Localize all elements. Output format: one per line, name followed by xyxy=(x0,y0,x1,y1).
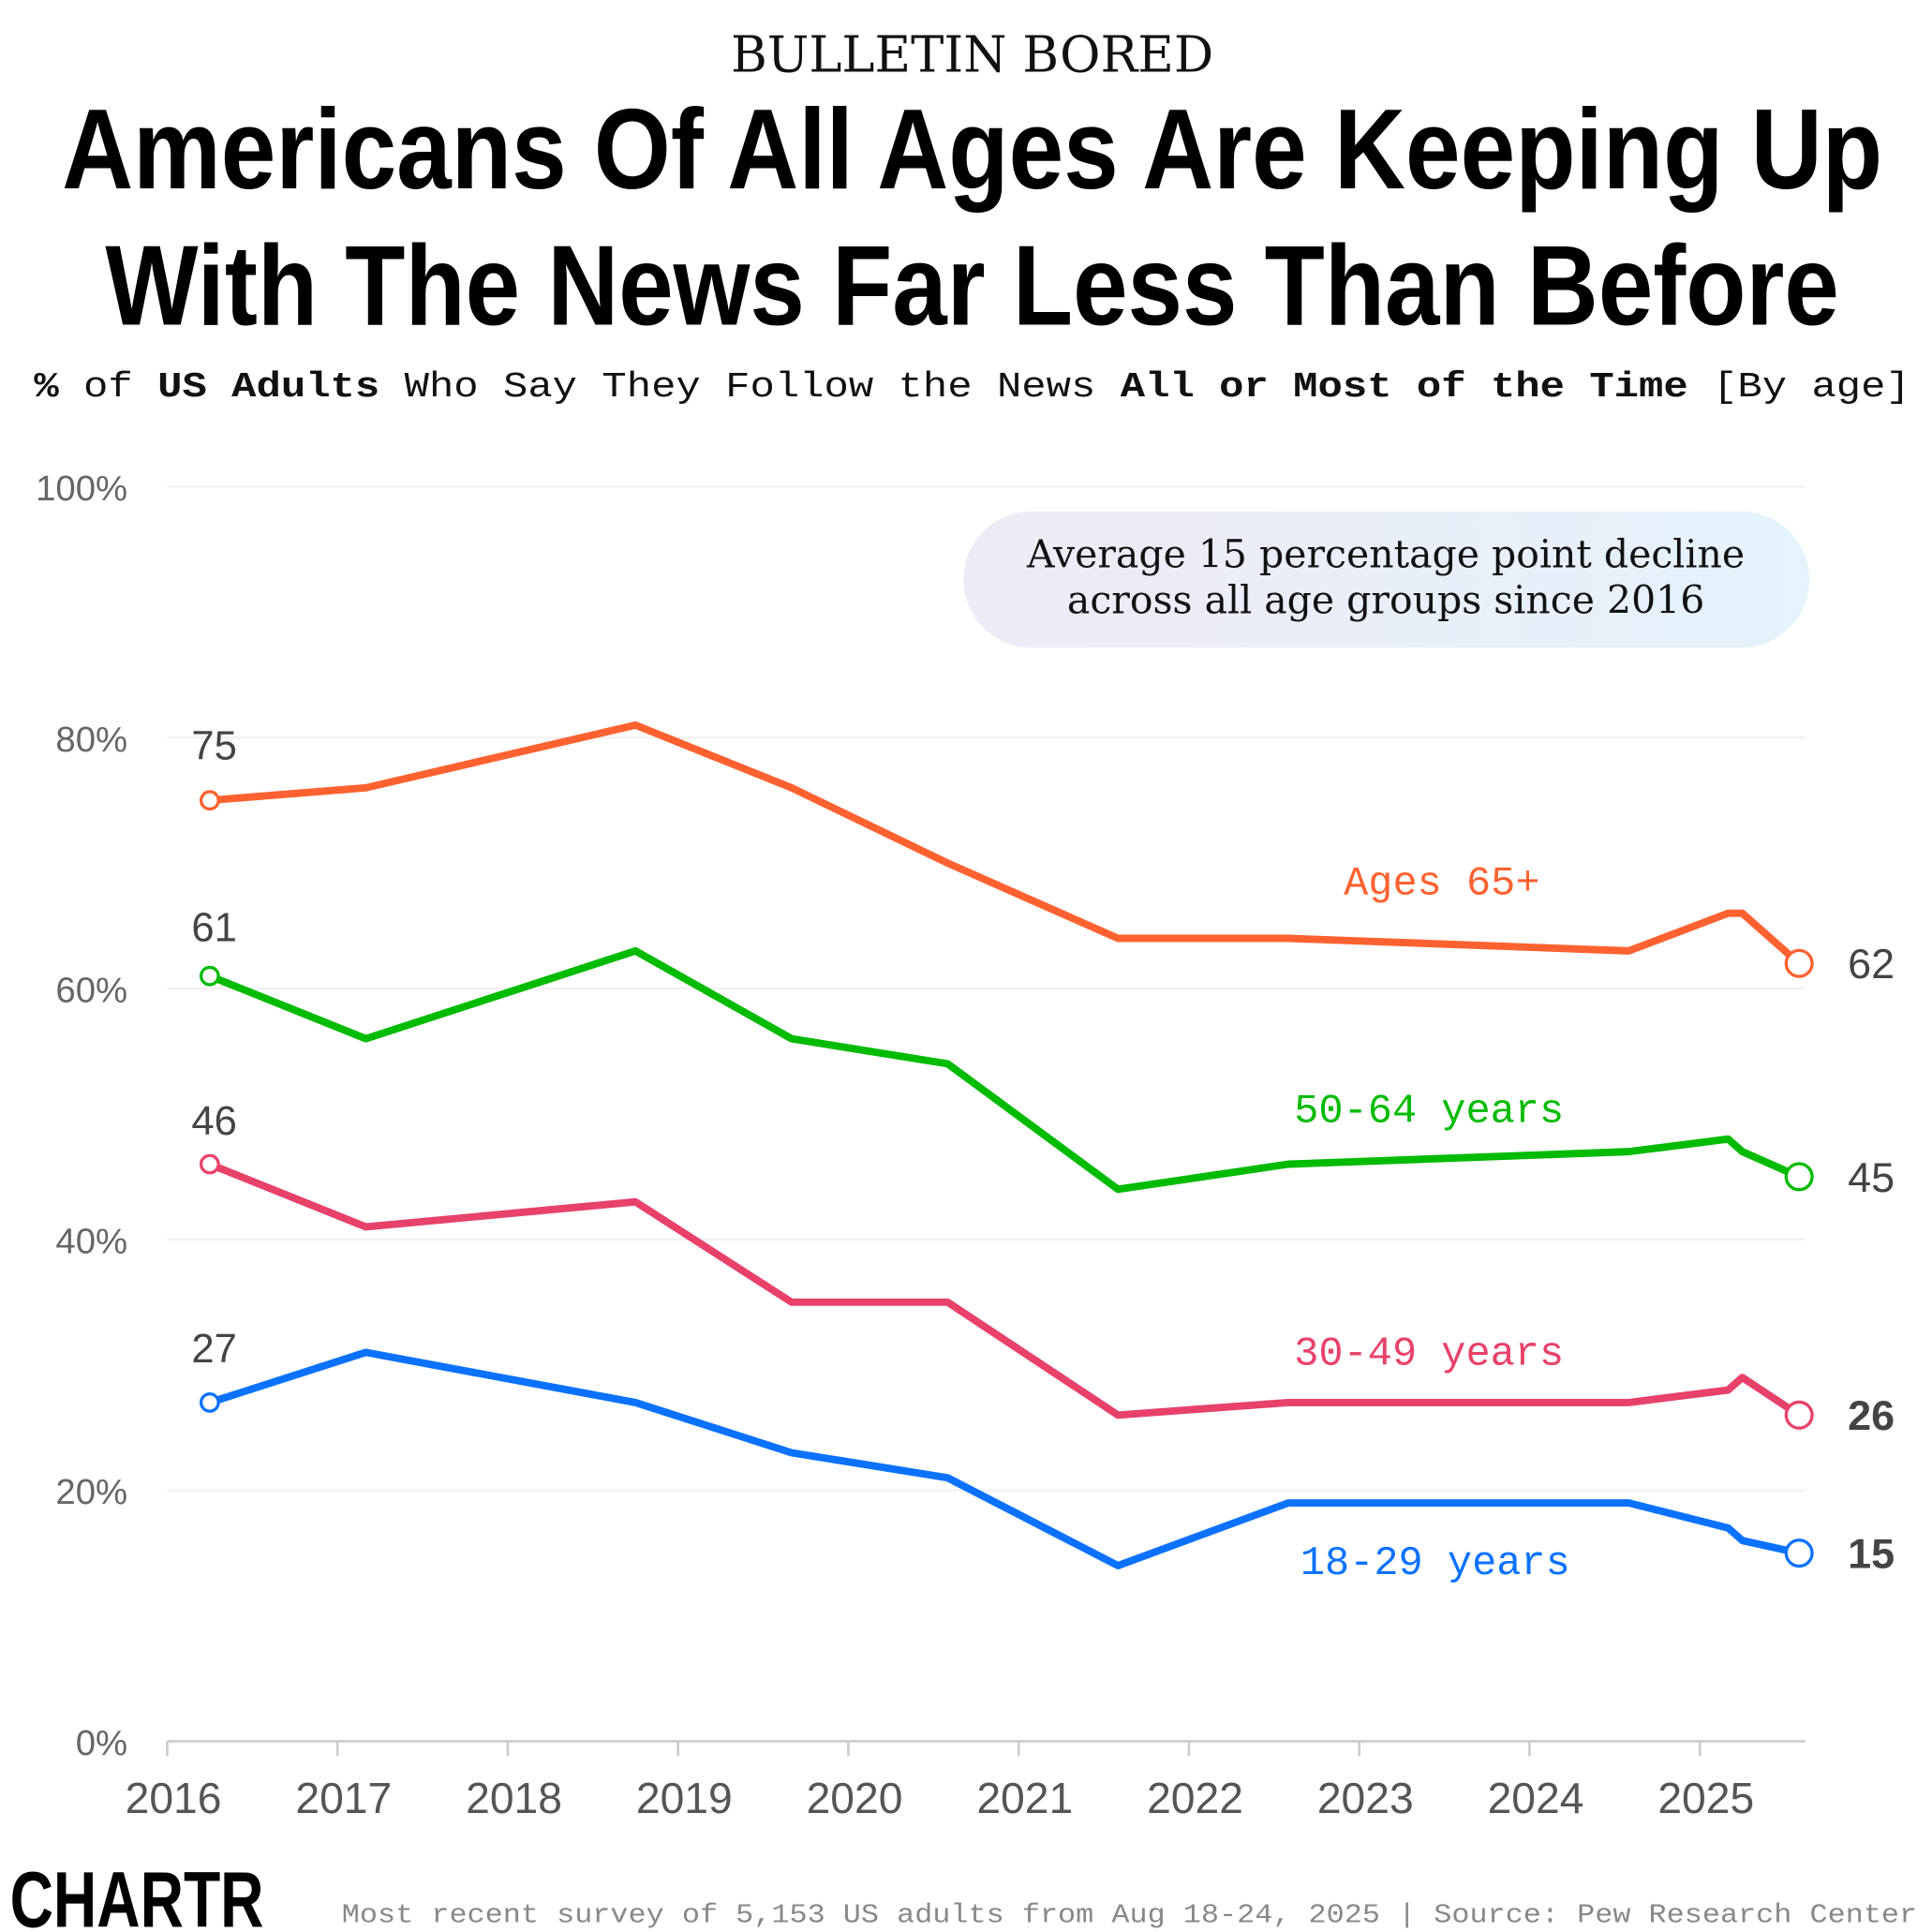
annotation-line-2: across all age groups since 2016 xyxy=(1067,577,1704,622)
series-ages-65-: 75 62 Ages 65+ xyxy=(191,721,1895,988)
start-value-label: 27 xyxy=(191,1327,237,1372)
series-50-64-years: 61 45 50-64 years xyxy=(191,906,1895,1201)
y-tick-label: 80% xyxy=(55,720,127,760)
logo: CHARTR xyxy=(10,1855,264,1932)
subtitle-part: [By age] xyxy=(1688,366,1910,408)
annotation-line-1: Average 15 percentage point decline xyxy=(1026,531,1745,576)
series-name-label: 18-29 years xyxy=(1300,1541,1570,1587)
end-value-label: 15 xyxy=(1848,1529,1895,1577)
series-name-label: 50-64 years xyxy=(1294,1090,1564,1136)
end-value-label: 26 xyxy=(1848,1391,1895,1439)
x-tick-label: 2018 xyxy=(466,1774,562,1822)
x-tick-label: 2021 xyxy=(976,1774,1073,1822)
start-value-label: 61 xyxy=(191,906,237,951)
grid xyxy=(167,485,1806,1492)
end-value-label: 62 xyxy=(1848,940,1895,988)
series-name-label: Ages 65+ xyxy=(1344,861,1539,907)
x-tick-label: 2022 xyxy=(1147,1774,1243,1822)
title-line-1: Americans Of All Ages Are Keeping Up xyxy=(62,85,1882,213)
start-point xyxy=(199,1153,220,1175)
series-18-29-years: 27 15 18-29 years xyxy=(191,1327,1895,1587)
x-tick-label: 2023 xyxy=(1317,1774,1414,1822)
subtitle-part: Who Say They Follow the News xyxy=(379,366,1120,408)
end-point xyxy=(1784,1538,1814,1568)
subtitle-part: % xyxy=(34,366,59,408)
y-tick-label: 100% xyxy=(36,468,127,509)
start-point xyxy=(199,790,220,811)
title-line-2: With The News Far Less Than Before xyxy=(105,221,1839,349)
annotation-pill xyxy=(963,511,1810,648)
x-tick-label: 2016 xyxy=(126,1774,222,1822)
start-point xyxy=(199,1392,220,1413)
series-line xyxy=(208,946,1801,1194)
end-point xyxy=(1784,1162,1814,1192)
y-tick-label: 40% xyxy=(55,1221,127,1261)
series-line xyxy=(208,1160,1802,1419)
chartr-logo: CHARTR xyxy=(10,1855,264,1932)
start-value-label: 75 xyxy=(191,723,237,768)
axes: 0% 20% 40% 60% 80% 100% 2016 2017 2018 2019 2020 20… xyxy=(36,468,1806,1822)
subtitle-part: of xyxy=(59,366,157,408)
end-point xyxy=(1784,948,1814,978)
subtitle-part: All or Most of the Time xyxy=(1121,366,1688,408)
series-30-49-years: 46 26 30-49 years xyxy=(191,1099,1895,1439)
subtitle-part: US Adults xyxy=(157,366,379,408)
series-line xyxy=(208,1348,1801,1569)
series-line xyxy=(209,721,1802,967)
series-group: 75 62 Ages 65+ 61 45 50-64 years 46 26 30-49 yea… xyxy=(191,721,1895,1587)
y-tick-label: 20% xyxy=(55,1472,127,1512)
kicker: BULLETIN BORED xyxy=(731,27,1213,84)
annotation: Average 15 percentage point decline acro… xyxy=(963,511,1810,648)
x-tick-label: 2017 xyxy=(295,1774,392,1822)
y-tick-label: 0% xyxy=(76,1723,127,1763)
subtitle: % of US Adults Who Say They Follow the N… xyxy=(34,366,1910,408)
start-value-label: 46 xyxy=(191,1099,237,1144)
source-note: Most recent survey of 5,153 US adults fr… xyxy=(342,1899,1917,1930)
y-tick-label: 60% xyxy=(55,971,127,1011)
series-name-label: 30-49 years xyxy=(1294,1332,1564,1378)
x-tick-label: 2025 xyxy=(1657,1774,1754,1822)
x-tick-label: 2020 xyxy=(807,1774,903,1822)
start-point xyxy=(199,965,220,987)
end-value-label: 45 xyxy=(1848,1153,1895,1201)
x-tick-label: 2019 xyxy=(636,1774,733,1822)
x-tick-label: 2024 xyxy=(1488,1774,1584,1822)
end-point xyxy=(1784,1400,1814,1430)
